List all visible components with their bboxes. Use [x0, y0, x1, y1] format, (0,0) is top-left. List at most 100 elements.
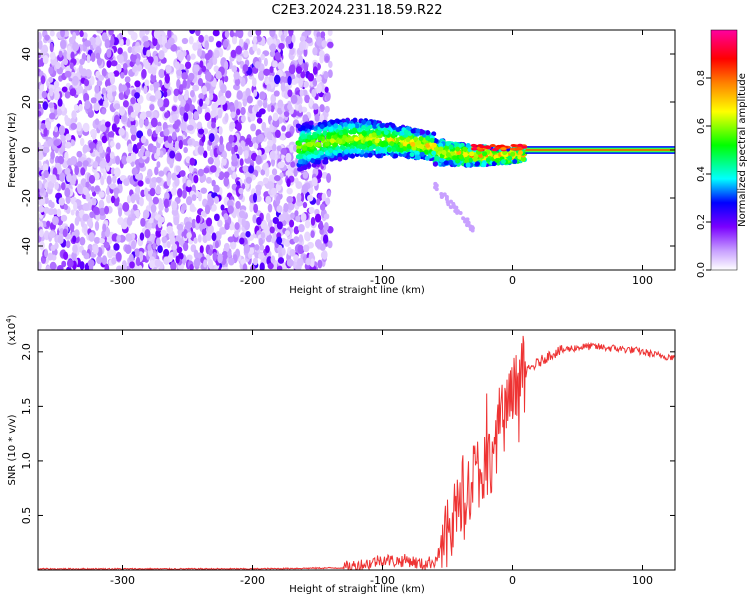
top-y-ticks: -40 -20 0 20 40	[20, 47, 675, 255]
spectrogram-cell	[512, 158, 518, 164]
spectrogram-cell	[304, 231, 311, 242]
spectrogram-cell	[269, 226, 275, 234]
spectrogram-cell	[57, 98, 63, 107]
spectrogram-cell	[223, 176, 230, 187]
y-tick-label: 0.5	[20, 507, 33, 525]
spectrogram-cell	[484, 145, 491, 149]
spectrogram-cell	[322, 130, 328, 136]
spectrogram-cell	[321, 192, 327, 202]
spectrogram-cell	[206, 62, 212, 70]
spectrogram-cell	[205, 176, 212, 184]
spectrogram-cell	[269, 150, 276, 160]
spectrogram-cell	[354, 123, 360, 129]
spectrogram-cell	[182, 79, 187, 89]
spectrogram-cell	[294, 210, 299, 217]
spectrogram-cell	[325, 197, 331, 206]
spectrogram-cell	[288, 30, 294, 37]
spectrogram-cell	[297, 153, 303, 159]
spectrogram-cell	[458, 211, 463, 216]
spectrogram-cell	[366, 120, 372, 126]
spectrogram-cell	[376, 153, 382, 159]
spectrogram-cell	[155, 176, 162, 183]
spectrogram-cell	[176, 69, 183, 77]
spectrogram-cell	[72, 42, 80, 52]
spectrogram-cell	[186, 232, 192, 239]
spectrogram-cell	[152, 242, 157, 250]
spectrogram-cell	[316, 83, 322, 94]
spectrogram-cell	[252, 214, 257, 224]
spectrogram-cell	[245, 137, 252, 145]
spectrogram-cell	[183, 112, 189, 122]
spectrogram-cell	[240, 106, 246, 116]
spectrogram-cell	[303, 62, 309, 72]
spectrogram-cell	[149, 187, 156, 197]
spectrogram-cell	[158, 197, 163, 207]
spectrogram-cell	[167, 172, 172, 181]
spectrogram-cell	[116, 234, 121, 243]
spectrogram-cell	[43, 230, 50, 241]
spectrogram-cell	[82, 202, 90, 211]
spectrogram-cell	[452, 155, 458, 161]
spectrogram-cell	[472, 156, 478, 162]
spectrogram-cell	[337, 156, 343, 162]
spectrogram-cell	[227, 236, 235, 243]
spectrogram-cell	[222, 266, 229, 270]
spectrogram-cell	[204, 40, 210, 50]
spectrogram-cell	[224, 222, 230, 231]
spectrogram-cell	[90, 75, 95, 86]
spectrogram-cell	[163, 128, 170, 137]
spectrogram-cell	[156, 161, 161, 168]
spectrogram-cell	[48, 76, 54, 83]
x-tick-label: -300	[110, 274, 135, 287]
spectrogram-cell	[479, 145, 486, 149]
spectrogram-cell	[172, 248, 178, 259]
spectrogram-cell	[448, 199, 453, 204]
spectrogram-cell	[425, 135, 431, 141]
spectrogram-cell	[293, 226, 300, 235]
spectrogram-cell	[208, 132, 215, 143]
spectrogram-cell	[333, 123, 339, 129]
spectrogram-cell	[281, 125, 287, 132]
spectrogram-cell	[454, 205, 459, 210]
spectrogram-cell	[432, 161, 438, 167]
spectrogram-cell	[65, 240, 71, 249]
spectrogram-cell	[49, 42, 54, 53]
spectrogram-cell	[465, 217, 470, 222]
spectrogram-cell	[208, 35, 215, 43]
spectrogram-cell	[104, 263, 110, 270]
spectrogram-cell	[255, 30, 262, 37]
spectrogram-cell	[252, 192, 258, 203]
spectrogram-cell	[155, 237, 161, 246]
spectrogram-cell	[180, 99, 186, 107]
spectrogram-cell	[300, 125, 306, 131]
spectrogram-cell	[445, 152, 451, 158]
spectrogram-cell	[455, 158, 461, 164]
spectrogram-cell	[76, 150, 83, 158]
spectrogram-cell	[274, 51, 281, 61]
spectrogram-cell	[204, 112, 211, 122]
spectrogram-cell	[256, 117, 263, 124]
y-multiplier: (x104)	[5, 314, 18, 345]
spectrogram-cell	[265, 196, 272, 205]
spectrogram-cell	[111, 248, 117, 257]
spectrogram-cell	[276, 221, 283, 230]
spectrogram-cell	[111, 233, 117, 242]
spectrogram-cell	[182, 242, 189, 252]
spectrogram-cell	[416, 140, 422, 146]
spectrogram-cell	[149, 95, 156, 102]
spectrogram-cell	[255, 111, 261, 118]
spectrogram-cell	[302, 201, 308, 209]
spectrogram-cell	[226, 199, 234, 208]
spectrogram-cell	[293, 168, 298, 177]
spectrogram-cell	[409, 152, 415, 158]
spectrogram-cell	[94, 185, 101, 192]
spectrogram-cell	[118, 91, 125, 101]
spectrogram-cell	[213, 65, 220, 73]
spectrogram-cell	[319, 203, 326, 211]
spectrogram-cell	[285, 152, 292, 163]
spectrogram-cell	[188, 164, 194, 173]
spectrogram-cell	[92, 197, 97, 206]
spectrogram-cell	[150, 204, 157, 213]
spectrogram-cell	[327, 41, 334, 49]
colorbar-tick-label: 0.2	[696, 214, 707, 230]
